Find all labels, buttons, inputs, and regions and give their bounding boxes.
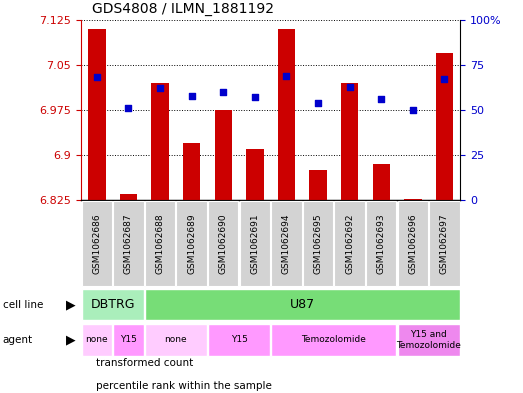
Point: [408, 107, 417, 113]
Point: [282, 73, 291, 79]
Point: [440, 76, 449, 83]
FancyBboxPatch shape: [145, 324, 207, 356]
FancyBboxPatch shape: [240, 201, 270, 286]
FancyBboxPatch shape: [366, 201, 396, 286]
Text: GSM1062687: GSM1062687: [124, 213, 133, 274]
FancyBboxPatch shape: [303, 201, 333, 286]
Bar: [404, 199, 422, 200]
Bar: [436, 53, 453, 200]
Text: Y15: Y15: [231, 336, 247, 344]
FancyBboxPatch shape: [113, 324, 144, 356]
Text: U87: U87: [290, 298, 315, 311]
FancyBboxPatch shape: [208, 201, 238, 286]
Point: [219, 89, 228, 95]
Bar: [151, 83, 169, 200]
FancyBboxPatch shape: [271, 201, 302, 286]
FancyBboxPatch shape: [82, 288, 144, 321]
Text: ▶: ▶: [66, 298, 76, 311]
Point: [187, 92, 196, 99]
Point: [377, 96, 385, 102]
Bar: [214, 110, 232, 200]
FancyBboxPatch shape: [429, 201, 460, 286]
Point: [251, 94, 259, 101]
Bar: [120, 195, 137, 200]
Bar: [372, 164, 390, 200]
Text: cell line: cell line: [3, 299, 43, 310]
Bar: [246, 149, 264, 200]
Bar: [88, 29, 106, 200]
Text: GSM1062689: GSM1062689: [187, 213, 196, 274]
Text: Temozolomide: Temozolomide: [301, 336, 366, 344]
FancyBboxPatch shape: [145, 201, 175, 286]
Text: GSM1062693: GSM1062693: [377, 213, 386, 274]
Text: GSM1062688: GSM1062688: [155, 213, 165, 274]
Text: GSM1062694: GSM1062694: [282, 213, 291, 274]
FancyBboxPatch shape: [397, 324, 460, 356]
Bar: [341, 83, 358, 200]
FancyBboxPatch shape: [176, 201, 207, 286]
Text: transformed count: transformed count: [96, 358, 193, 368]
Text: agent: agent: [3, 335, 33, 345]
FancyBboxPatch shape: [82, 324, 112, 356]
FancyBboxPatch shape: [113, 201, 144, 286]
FancyBboxPatch shape: [208, 324, 270, 356]
Text: none: none: [86, 336, 108, 344]
FancyBboxPatch shape: [145, 288, 460, 321]
Bar: [278, 29, 295, 200]
FancyBboxPatch shape: [271, 324, 396, 356]
Bar: [183, 143, 200, 200]
Text: none: none: [165, 336, 187, 344]
Point: [314, 100, 322, 106]
Text: GDS4808 / ILMN_1881192: GDS4808 / ILMN_1881192: [92, 2, 274, 16]
Text: Y15 and
Temozolomide: Y15 and Temozolomide: [396, 330, 461, 350]
Text: GSM1062686: GSM1062686: [93, 213, 101, 274]
Text: GSM1062690: GSM1062690: [219, 213, 228, 274]
Text: GSM1062697: GSM1062697: [440, 213, 449, 274]
Text: GSM1062695: GSM1062695: [314, 213, 323, 274]
Text: Y15: Y15: [120, 336, 137, 344]
Text: GSM1062692: GSM1062692: [345, 213, 354, 274]
Text: ▶: ▶: [66, 333, 76, 347]
Point: [346, 83, 354, 90]
Point: [93, 74, 101, 81]
Text: DBTRG: DBTRG: [90, 298, 135, 311]
Text: GSM1062696: GSM1062696: [408, 213, 417, 274]
FancyBboxPatch shape: [397, 201, 428, 286]
FancyBboxPatch shape: [82, 201, 112, 286]
Point: [124, 105, 133, 111]
Bar: [310, 170, 327, 200]
Text: GSM1062691: GSM1062691: [251, 213, 259, 274]
FancyBboxPatch shape: [335, 201, 365, 286]
Point: [156, 85, 164, 92]
Text: percentile rank within the sample: percentile rank within the sample: [96, 381, 271, 391]
